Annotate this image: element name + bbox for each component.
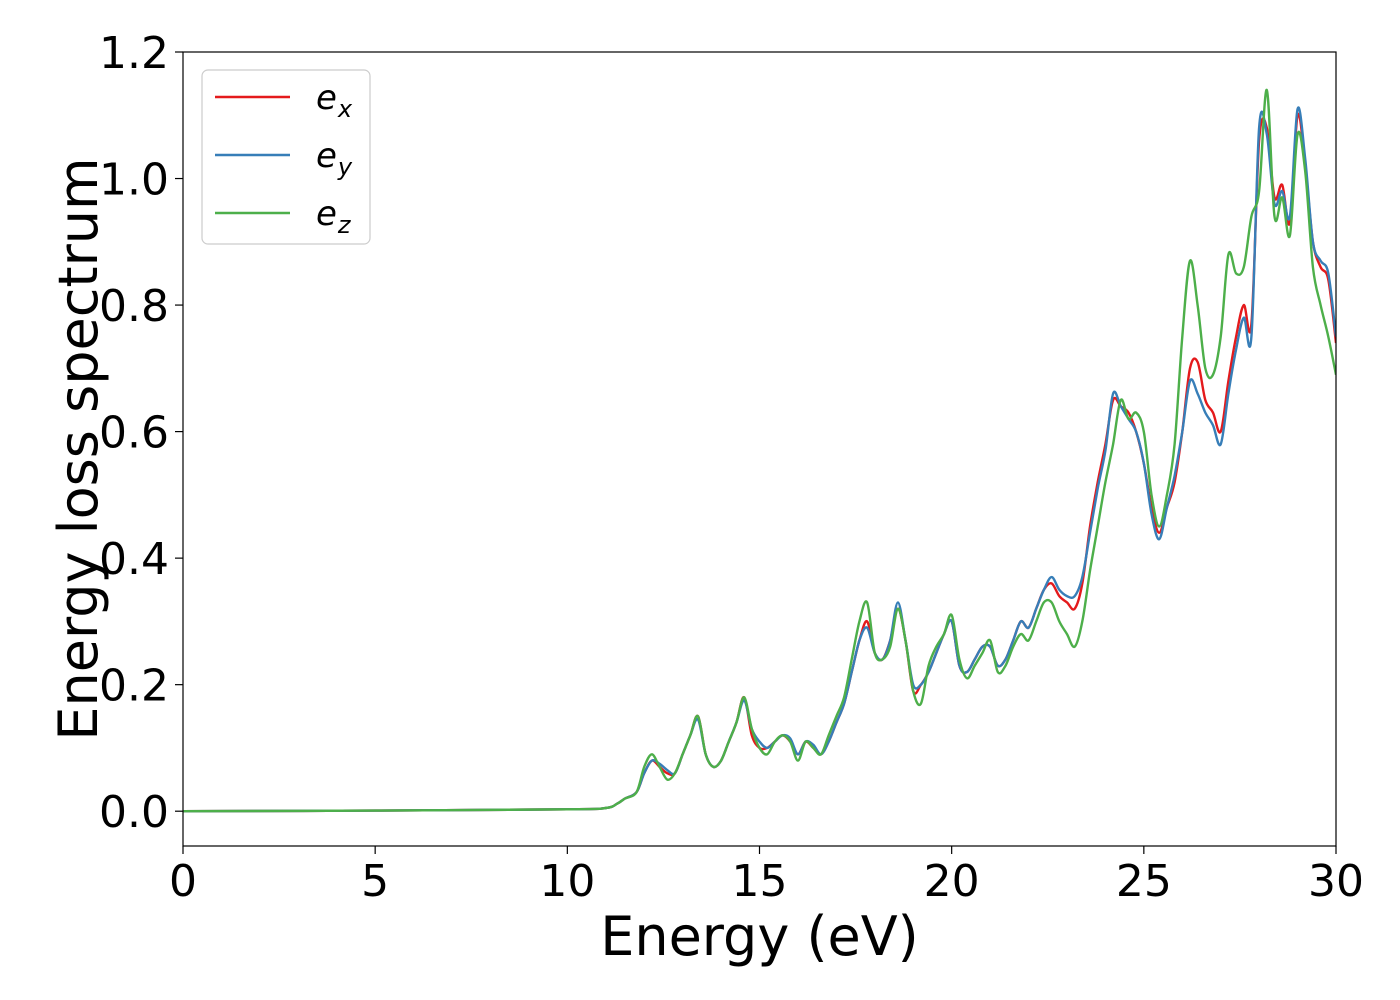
legend-label-sub: x [337, 95, 353, 123]
x-axis-label: Energy (eV) [600, 905, 919, 968]
x-tick-label: 20 [924, 856, 980, 907]
series-line-z [183, 88, 1336, 813]
legend-label-sub: y [337, 153, 353, 181]
y-tick-label: 0.2 [99, 661, 169, 712]
series-layer [183, 88, 1336, 813]
x-tick-label: 0 [169, 856, 197, 907]
legend-label-base: e [316, 136, 337, 176]
y-tick-label: 0.8 [99, 281, 169, 332]
y-tick-label: 0.4 [99, 534, 169, 585]
y-tick-label: 0.0 [99, 787, 169, 838]
legend-entry-y: ey [316, 136, 353, 181]
legend-box [201, 69, 371, 245]
legend-label-sub: z [337, 211, 352, 239]
y-tick-label: 0.6 [99, 408, 169, 459]
legend-entry-z: ez [316, 194, 352, 239]
x-tick-label: 30 [1308, 856, 1364, 907]
y-axis: 0.0 0.2 0.4 0.6 0.8 1.0 1.2 [99, 28, 183, 838]
x-axis: 0 5 10 15 20 25 30 [169, 846, 1364, 907]
y-axis-label: Energy loss spectrum [47, 157, 110, 740]
y-tick-label: 1.0 [99, 155, 169, 206]
x-tick-label: 10 [539, 856, 595, 907]
x-tick-label: 15 [732, 856, 788, 907]
x-tick-label: 5 [361, 856, 389, 907]
x-tick-label: 25 [1116, 856, 1172, 907]
y-tick-label: 1.2 [99, 28, 169, 79]
legend-label-base: e [316, 78, 337, 118]
legend-label-base: e [316, 194, 337, 234]
legend-entry-x: ex [316, 78, 353, 123]
